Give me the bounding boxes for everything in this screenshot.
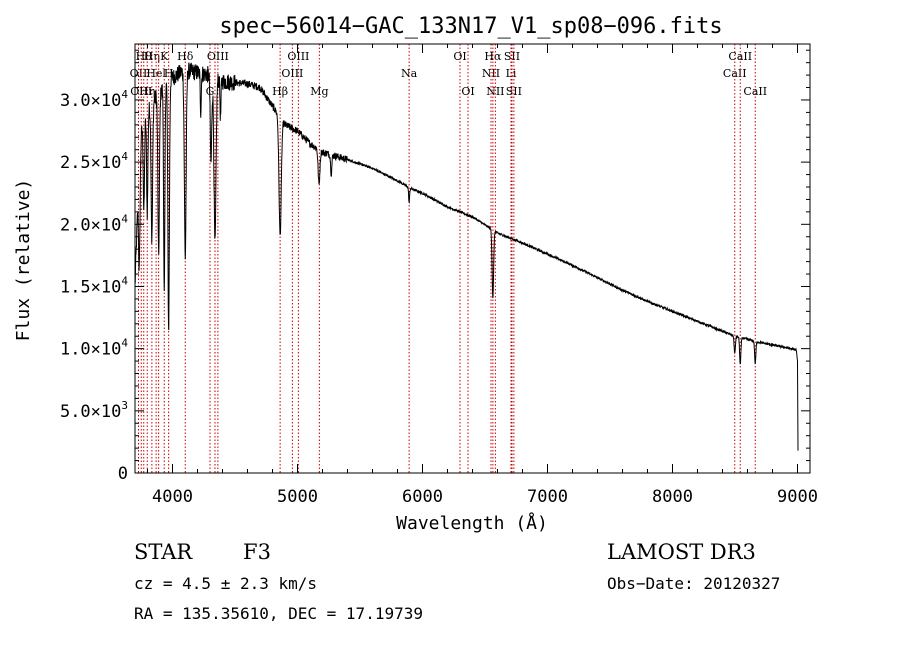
line-marker-label: Mg xyxy=(310,85,328,98)
x-tick-label: 9000 xyxy=(777,487,818,507)
survey-name: LAMOST DR3 xyxy=(607,540,756,564)
redshift-velocity: cz = 4.5 ± 2.3 km/s xyxy=(134,574,318,593)
line-marker-label: CaII xyxy=(723,67,747,80)
line-marker-label: OIII xyxy=(130,85,152,98)
x-tick-label: 5000 xyxy=(277,487,318,507)
coordinates: RA = 135.35610, DEC = 17.19739 xyxy=(134,604,423,623)
line-marker-label: SII xyxy=(506,85,522,98)
line-marker-label: OIII xyxy=(207,50,229,63)
line-marker-label: CaII xyxy=(743,85,767,98)
y-tick-label: 5.0×103 xyxy=(60,399,128,422)
y-tick-label: 3.0×104 xyxy=(60,88,128,111)
line-marker-label: Hel xyxy=(146,67,166,80)
spectral-subclass: F3 xyxy=(243,540,271,564)
object-type: STAR xyxy=(134,540,193,564)
y-axis: 0 5.0×103 1.0×104 1.5×104 2.0×104 2.5×104 3.0×… xyxy=(60,49,810,484)
line-marker-label: Li xyxy=(506,67,517,80)
y-tick-label: 2.0×104 xyxy=(60,212,128,235)
line-marker-label: OIII xyxy=(281,67,303,80)
line-marker-label: Hβ xyxy=(272,85,288,98)
y-tick-label: 0 xyxy=(118,464,128,484)
line-marker-label: Hη xyxy=(139,85,155,98)
line-marker-label: OIII xyxy=(287,50,309,63)
line-marker-label: CaII xyxy=(728,50,752,63)
line-marker-label: NII xyxy=(486,85,504,98)
y-tick-label: 1.0×104 xyxy=(60,337,128,360)
x-tick-label: 8000 xyxy=(652,487,693,507)
spectral-line-markers: OIIOIIIHθHηHηHelKHHδGOIIIHβOIIIOIIIMgNaO… xyxy=(130,44,767,473)
spectrum-line xyxy=(134,62,799,451)
x-tick-label: 4000 xyxy=(152,487,193,507)
y-axis-label: Flux (relative) xyxy=(13,179,34,342)
line-marker-label: SII xyxy=(504,50,520,63)
x-axis-label: Wavelength (Å) xyxy=(396,512,548,534)
line-marker-label: OI xyxy=(453,50,466,63)
chart-title: spec−56014−GAC_133N17_V1_sp08−096.fits xyxy=(219,14,722,39)
y-tick-label: 2.5×104 xyxy=(60,150,128,173)
line-marker-label: Na xyxy=(401,67,418,80)
x-axis: 4000 5000 6000 7000 8000 9000 xyxy=(147,44,818,507)
x-tick-label: 7000 xyxy=(527,487,568,507)
line-marker-label: OI xyxy=(461,85,474,98)
line-marker-label: Hθ xyxy=(136,50,153,63)
y-tick-label: 1.5×104 xyxy=(60,274,128,297)
line-marker-label: NII xyxy=(482,67,500,80)
line-marker-label: OII xyxy=(130,67,148,80)
plot-frame xyxy=(134,43,811,474)
line-marker-label: Hη xyxy=(144,50,160,63)
line-marker-label: Hα xyxy=(484,50,502,63)
line-marker-label: H xyxy=(164,67,174,80)
observation-date: Obs−Date: 20120327 xyxy=(607,574,781,593)
line-marker-label: Hδ xyxy=(177,50,194,63)
x-tick-label: 6000 xyxy=(402,487,443,507)
line-marker-label: K xyxy=(160,50,169,63)
